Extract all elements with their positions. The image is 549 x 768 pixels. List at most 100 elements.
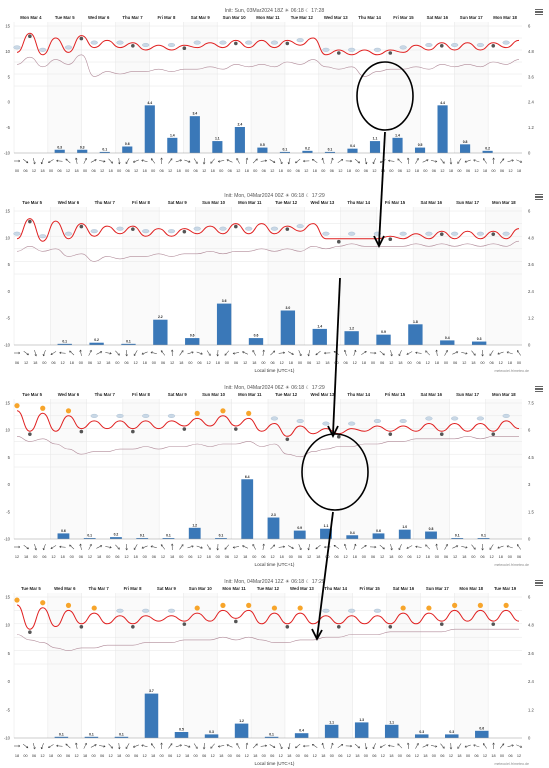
hour-tick-label: 06 <box>134 754 138 758</box>
precip-bar <box>376 334 391 345</box>
hour-tick-label: 12 <box>343 555 347 559</box>
wind-arrow-icon <box>88 349 92 356</box>
hour-tick-label: 00 <box>185 169 189 173</box>
wind-arrow-icon <box>406 742 410 750</box>
wind-arrow-icon <box>270 350 276 356</box>
hour-tick-label: 06 <box>474 754 478 758</box>
wind-arrow-icon <box>75 742 78 749</box>
sun-icon <box>14 403 20 409</box>
hour-tick-label: 18 <box>499 555 503 559</box>
hour-tick-label: 06 <box>371 555 375 559</box>
precip-bar <box>188 527 201 539</box>
cloud-icon <box>142 608 150 613</box>
cloud-icon <box>399 419 407 423</box>
night-icon <box>182 229 187 234</box>
hour-tick-label: 12 <box>307 555 311 559</box>
hour-tick-label: 18 <box>325 361 329 365</box>
wind-arrow-icon <box>141 744 148 748</box>
sun-icon <box>426 605 432 611</box>
hour-tick-label: 06 <box>57 169 61 173</box>
hour-tick-label: 18 <box>185 754 189 758</box>
hour-tick-label: 06 <box>51 361 55 365</box>
hour-tick-label: 06 <box>364 169 368 173</box>
hour-tick-label: 18 <box>245 169 249 173</box>
hour-tick-label: 12 <box>389 361 393 365</box>
hour-tick-label: 18 <box>207 555 211 559</box>
night-icon <box>285 41 290 46</box>
night-icon <box>439 232 444 236</box>
wind-arrow-icon <box>506 545 513 549</box>
wind-arrow-icon <box>187 545 194 549</box>
wind-arrow-icon <box>115 544 120 550</box>
cloud-icon <box>245 226 253 231</box>
wind-arrow-icon <box>65 158 71 164</box>
hour-tick-label: 18 <box>471 361 475 365</box>
hour-tick-label: 06 <box>32 754 36 758</box>
hour-tick-label: 06 <box>160 169 164 173</box>
wind-arrow-icon <box>323 351 331 355</box>
wind-arrow-icon <box>236 157 240 164</box>
hour-tick-label: 06 <box>334 555 338 559</box>
hour-tick-label: 12 <box>316 361 320 365</box>
day-column <box>413 207 450 345</box>
hour-tick-label: 12 <box>124 555 128 559</box>
hour-tick-label: 12 <box>406 169 410 173</box>
wind-arrow-icon <box>415 351 422 354</box>
day-column <box>47 22 82 153</box>
wind-arrow-icon <box>452 545 459 549</box>
menu-button[interactable] <box>535 194 543 200</box>
menu-button[interactable] <box>535 9 543 15</box>
wind-arrow-icon <box>23 544 29 550</box>
day-column <box>251 593 285 738</box>
wind-arrow-icon <box>333 545 340 549</box>
wind-arrow-icon <box>311 744 318 748</box>
day-label: Tue Mar 12 <box>291 15 314 20</box>
wind-arrow-icon <box>206 350 211 356</box>
hour-tick-label: 00 <box>160 754 164 758</box>
temperature-series <box>16 604 520 630</box>
precip-bar <box>153 319 168 345</box>
precip-label: 0.1 <box>62 339 67 343</box>
precip-label: 0.6 <box>61 529 66 533</box>
hour-tick-label: 06 <box>480 555 484 559</box>
left-axis-tick: 5 <box>8 74 11 79</box>
night-icon <box>234 224 238 229</box>
precip-bar <box>293 530 306 539</box>
precip-label: 0.3 <box>80 145 85 149</box>
hour-tick-label: 12 <box>51 555 55 559</box>
menu-button[interactable] <box>535 386 543 392</box>
hour-tick-label: 06 <box>330 169 334 173</box>
day-label: Mon Mar 18 <box>492 200 516 205</box>
hour-tick-label: 00 <box>330 754 334 758</box>
night-icon <box>388 51 393 55</box>
hour-tick-label: 12 <box>177 754 181 758</box>
night-icon <box>182 427 187 431</box>
wind-arrow-icon <box>295 743 301 749</box>
wind-arrow-icon <box>242 545 249 549</box>
menu-button[interactable] <box>535 580 543 586</box>
sun-icon <box>40 600 46 606</box>
wind-arrow-icon <box>307 544 311 551</box>
sun-icon <box>271 605 278 611</box>
day-label: Sun Mar 17 <box>426 586 450 591</box>
cloud-icon <box>348 231 356 236</box>
hour-tick-label: 12 <box>234 555 238 559</box>
meteogram-panel: Init: Mon, 04Mar2024 00Z ☀ 06:18 ☾ 17:29… <box>0 185 549 375</box>
wind-arrow-icon <box>108 158 113 164</box>
precip-bar <box>347 148 358 153</box>
hour-tick-label: 00 <box>371 361 375 365</box>
temperature-series <box>16 218 520 242</box>
right-axis-tick: 4.5 <box>528 455 534 460</box>
wind-arrow-icon <box>224 350 230 356</box>
hour-tick-label: 12 <box>161 555 165 559</box>
sun-icon <box>400 605 406 611</box>
wind-arrow-icon <box>315 544 321 550</box>
day-column <box>50 399 87 539</box>
left-axis-tick: 5 <box>8 262 11 267</box>
hour-tick-label: 00 <box>471 555 475 559</box>
precip-label: 1.2 <box>239 719 244 723</box>
wind-arrow-icon <box>170 543 174 551</box>
day-label: Mon Mar 11 <box>256 15 280 20</box>
hour-tick-label: 18 <box>143 169 147 173</box>
precip-bar <box>264 736 279 738</box>
